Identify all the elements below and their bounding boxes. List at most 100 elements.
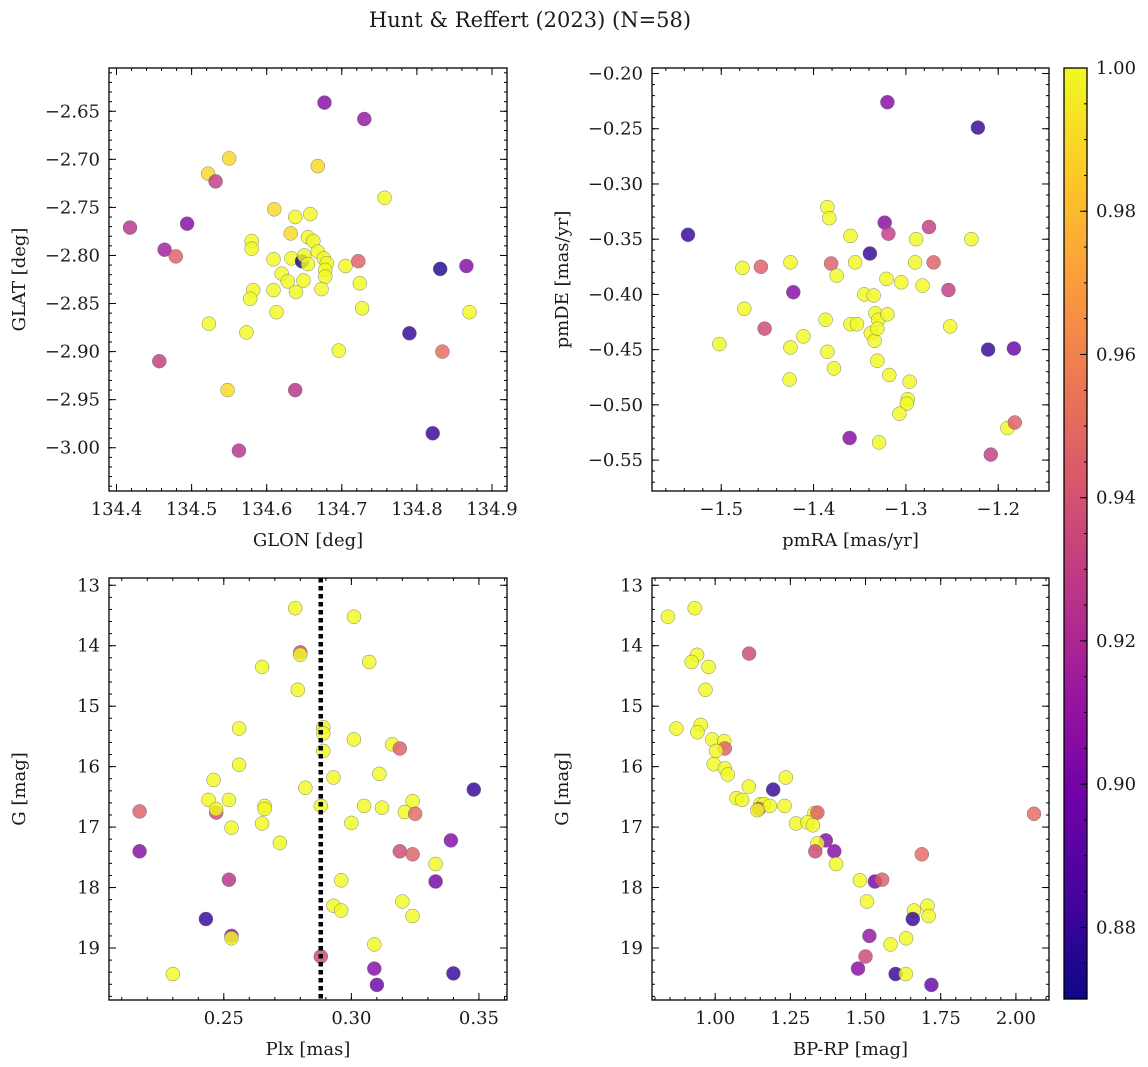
- points-sky: [122, 95, 477, 458]
- data-point: [908, 231, 924, 247]
- data-point: [318, 269, 333, 284]
- data-point: [344, 815, 359, 831]
- data-point: [372, 766, 387, 782]
- panel-color-magnitude: 1.00 1.25 1.50 1.75 2.00 13 14 15 16 17 18 19 BP-RP …: [552, 575, 1050, 1060]
- data-point: [266, 252, 281, 267]
- data-point: [405, 847, 420, 862]
- data-point: [847, 255, 863, 270]
- y-tick-label: 14: [77, 636, 100, 657]
- x-tick-label: −1.2: [976, 499, 1020, 520]
- data-point: [1006, 341, 1022, 356]
- y-axis-label: G [mag]: [552, 752, 573, 825]
- data-point: [122, 220, 138, 235]
- data-point: [820, 344, 835, 360]
- data-point: [443, 833, 459, 848]
- panel-sky: 134.4 134.5 134.6 134.7 134.8 134.9 −2.65 −2.70…: [9, 67, 518, 551]
- y-tick-label: −0.40: [588, 284, 643, 305]
- data-point: [750, 802, 765, 818]
- y-tick-label: 19: [620, 938, 643, 959]
- data-point: [354, 301, 370, 316]
- y-tick-label: −0.35: [588, 229, 643, 250]
- data-point: [300, 256, 316, 272]
- data-point: [402, 326, 417, 341]
- data-point: [316, 726, 331, 741]
- data-point: [942, 319, 958, 334]
- data-point: [290, 682, 306, 698]
- colorbar-tick-label: 1.00: [1096, 58, 1136, 79]
- data-point: [221, 792, 237, 808]
- data-point: [296, 273, 311, 288]
- data-point: [894, 275, 909, 290]
- data-point: [720, 767, 736, 782]
- data-point: [198, 911, 214, 927]
- points-proper-motion: [680, 94, 1023, 462]
- y-tick-label: 14: [620, 636, 643, 657]
- colorbar-tick-label: 0.88: [1096, 917, 1136, 938]
- data-point: [849, 316, 865, 332]
- x-tick-label: 134.8: [391, 499, 443, 520]
- x-tick-label: 1.25: [770, 1008, 810, 1029]
- data-point: [871, 435, 887, 450]
- axes-frame: [108, 67, 508, 492]
- colorbar: 0.88 0.90 0.92 0.94 0.96 0.98 1.00: [1063, 58, 1136, 1000]
- data-point: [179, 216, 195, 231]
- data-point: [220, 382, 235, 398]
- data-point: [983, 447, 999, 462]
- data-point: [698, 682, 713, 698]
- data-point: [346, 732, 362, 747]
- x-tick-label: 134.4: [91, 499, 143, 520]
- data-point: [883, 937, 898, 952]
- y-tick-label: −0.30: [588, 174, 643, 195]
- x-tick-label: 0.25: [204, 1008, 244, 1029]
- y-axis-label: pmDE [mas/yr]: [552, 211, 573, 349]
- y-tick-label: −2.65: [45, 101, 100, 122]
- data-point: [924, 977, 939, 993]
- data-point: [823, 256, 839, 271]
- data-point: [269, 304, 284, 320]
- data-point: [459, 258, 474, 274]
- data-point: [254, 659, 270, 675]
- data-point: [882, 367, 897, 383]
- data-point: [314, 281, 329, 297]
- data-point: [132, 804, 147, 819]
- y-tick-label: −3.00: [45, 438, 100, 459]
- y-tick-label: −2.85: [45, 294, 100, 315]
- data-point: [762, 798, 778, 814]
- y-tick-label: 18: [77, 878, 100, 899]
- data-point: [346, 609, 362, 624]
- data-point: [377, 190, 392, 206]
- data-point: [333, 903, 349, 918]
- y-tick-label: 16: [620, 757, 643, 778]
- data-point: [435, 344, 450, 359]
- data-point: [808, 844, 823, 859]
- y-tick-label: −0.20: [588, 64, 643, 85]
- data-point: [392, 844, 408, 859]
- data-point: [926, 255, 941, 270]
- data-point: [858, 949, 873, 964]
- data-point: [425, 426, 440, 441]
- data-point: [367, 937, 382, 952]
- x-tick-label: 134.6: [241, 499, 293, 520]
- data-point: [818, 312, 833, 328]
- data-point: [826, 361, 842, 376]
- data-point: [880, 94, 895, 110]
- data-point: [881, 226, 896, 241]
- data-point: [1007, 415, 1023, 430]
- data-point: [850, 961, 866, 976]
- colorbar-tick-label: 0.92: [1096, 631, 1136, 652]
- data-point: [326, 770, 341, 785]
- data-point: [357, 111, 372, 127]
- data-point: [369, 977, 385, 993]
- data-point: [684, 654, 699, 670]
- data-point: [805, 818, 821, 833]
- data-point: [687, 600, 702, 616]
- data-point: [280, 274, 295, 289]
- y-axis-label: G [mag]: [9, 752, 30, 825]
- x-tick-label: 1.00: [695, 1008, 735, 1029]
- data-point: [753, 259, 769, 275]
- data-point: [405, 908, 420, 924]
- data-point: [303, 206, 318, 222]
- data-point: [208, 174, 223, 189]
- data-point: [293, 647, 308, 663]
- data-point: [660, 609, 676, 624]
